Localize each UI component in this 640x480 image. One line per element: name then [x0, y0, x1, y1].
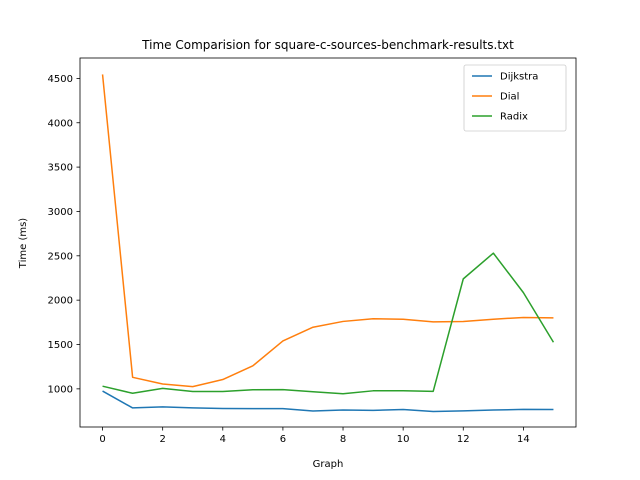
y-tick-label: 4000	[48, 118, 73, 129]
series-line-radix	[102, 252, 555, 395]
plot-frame	[79, 57, 577, 428]
x-tick-label: 2	[159, 434, 165, 445]
x-tick-label: 12	[457, 434, 470, 445]
legend-label-dijkstra: Dijkstra	[500, 72, 538, 83]
x-tick-label: 14	[517, 434, 530, 445]
series-line-dial	[101, 74, 554, 388]
x-tick-label: 6	[280, 434, 286, 445]
y-tick-label: 4500	[48, 74, 73, 85]
y-axis-label: Time (ms)	[18, 218, 29, 270]
legend-box	[463, 64, 567, 132]
chart-title: Time Comparision for square-c-sources-be…	[141, 38, 514, 52]
y-tick-label: 2500	[48, 251, 73, 262]
legend-label-dial: Dial	[500, 92, 519, 103]
x-tick-label: 0	[99, 434, 105, 445]
plot-area: 0 2 4 6 8 10 12 14 1000 1500 2000 2500 3000 3500 4000 4…	[48, 57, 577, 445]
x-tick-label: 8	[340, 434, 346, 445]
series-line-dijkstra	[102, 390, 554, 413]
x-tick-label: 10	[397, 434, 410, 445]
y-tick-label: 2000	[48, 296, 73, 307]
y-tick-label: 3500	[48, 163, 73, 174]
y-tick-label: 1000	[48, 384, 73, 395]
x-tick-label: 4	[220, 434, 226, 445]
y-tick-label: 3000	[48, 207, 73, 218]
y-tick-label: 1500	[48, 340, 73, 351]
x-axis-label: Graph	[313, 459, 344, 470]
legend-label-radix: Radix	[500, 112, 528, 123]
